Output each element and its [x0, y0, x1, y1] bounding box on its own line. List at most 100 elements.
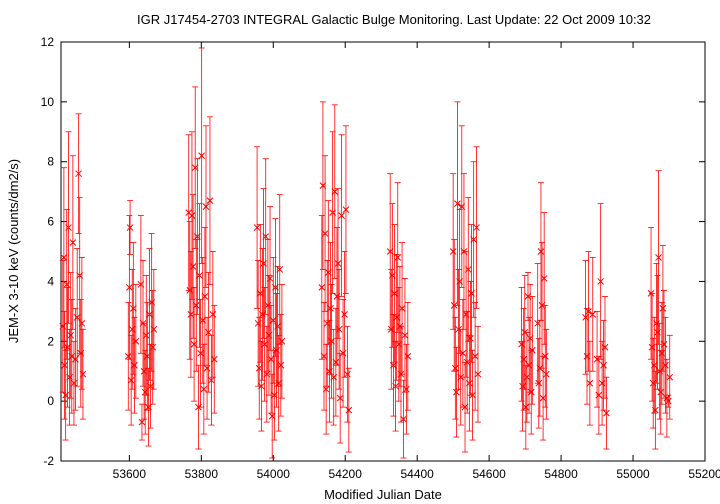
data-point	[650, 361, 658, 369]
data-point	[124, 352, 132, 360]
data-point	[659, 305, 667, 312]
data-point	[467, 334, 474, 342]
data-point	[70, 379, 78, 387]
data-point	[203, 364, 211, 372]
y-tick-label: 0	[47, 394, 54, 408]
y-tick-label: 12	[41, 35, 55, 49]
data-point	[647, 290, 655, 297]
data-point	[189, 263, 197, 270]
data-point	[583, 352, 591, 360]
data-point	[601, 343, 609, 351]
data-point	[459, 349, 467, 357]
data-point	[145, 403, 152, 411]
data-point	[77, 349, 85, 357]
data-point	[66, 373, 73, 381]
data-point	[464, 266, 472, 273]
data-point	[330, 373, 338, 381]
x-tick-label: 54600	[472, 467, 506, 481]
data-point	[276, 266, 284, 273]
data-point	[539, 394, 547, 402]
data-point	[321, 230, 329, 237]
data-point	[526, 334, 534, 342]
data-point	[593, 355, 601, 363]
data-point	[72, 355, 79, 363]
y-tick-label: 4	[47, 274, 54, 288]
data-point	[537, 248, 545, 255]
data-point	[322, 385, 330, 393]
data-point	[520, 355, 528, 363]
data-point	[535, 379, 543, 387]
data-point	[454, 200, 461, 207]
data-point	[192, 302, 200, 309]
data-point	[469, 391, 476, 399]
data-point	[327, 305, 334, 312]
y-tick-label: 10	[41, 95, 55, 109]
data-point	[139, 319, 147, 327]
data-point	[262, 233, 270, 240]
data-point	[126, 224, 134, 231]
data-point	[267, 355, 275, 363]
data-point	[78, 319, 86, 327]
data-point	[326, 367, 333, 375]
data-point	[597, 278, 605, 285]
data-point	[333, 293, 341, 300]
x-tick-label: 54200	[329, 467, 363, 481]
data-point	[140, 367, 148, 375]
data-point	[334, 260, 342, 267]
data-point	[199, 316, 207, 324]
data-point	[149, 343, 157, 351]
data-point	[401, 331, 409, 339]
data-point	[265, 331, 273, 339]
data-point	[473, 224, 480, 231]
data-point	[146, 310, 153, 318]
data-point	[662, 361, 669, 369]
data-point	[518, 340, 525, 348]
data-point	[471, 352, 479, 360]
axis-ticks: 53600 53800 54000 54200 54400 54600 54800 55000…	[41, 35, 720, 481]
data-point	[453, 388, 460, 396]
data-point	[258, 382, 265, 390]
data-point	[329, 209, 336, 216]
data-point	[393, 313, 401, 321]
data-point	[210, 355, 218, 363]
data-point	[141, 388, 149, 396]
data-point	[336, 394, 344, 402]
data-point	[79, 370, 87, 378]
data-point	[655, 254, 662, 261]
data-point	[344, 370, 351, 378]
data-point	[75, 170, 82, 178]
data-point	[263, 370, 271, 378]
plot-frame	[60, 41, 706, 462]
data-point	[398, 305, 406, 312]
data-point	[206, 197, 214, 204]
data-point	[277, 361, 285, 369]
data-point	[332, 358, 340, 366]
data-point	[603, 409, 610, 417]
data-point	[328, 337, 335, 345]
data-point	[208, 376, 215, 384]
data-point	[653, 319, 660, 327]
data-point	[542, 370, 550, 378]
data-point	[450, 302, 458, 309]
data-point	[461, 403, 469, 411]
data-point	[465, 379, 473, 387]
data-point	[324, 269, 332, 276]
data-point	[598, 379, 606, 387]
data-point	[278, 337, 286, 345]
data-point	[275, 379, 283, 387]
data-point	[59, 322, 67, 330]
data-point	[131, 361, 138, 369]
data-point	[274, 322, 281, 330]
data-point	[261, 340, 268, 348]
x-tick-label: 54800	[544, 467, 578, 481]
data-point	[255, 364, 263, 372]
data-point	[335, 325, 343, 333]
y-axis-label: JEM-X 3-10 keV (counts/dm2/s)	[6, 159, 21, 343]
data-point	[126, 284, 133, 291]
data-point	[209, 310, 217, 318]
data-point	[394, 254, 402, 261]
data-point	[455, 325, 462, 333]
data-point	[129, 305, 137, 312]
data-point	[186, 287, 194, 294]
